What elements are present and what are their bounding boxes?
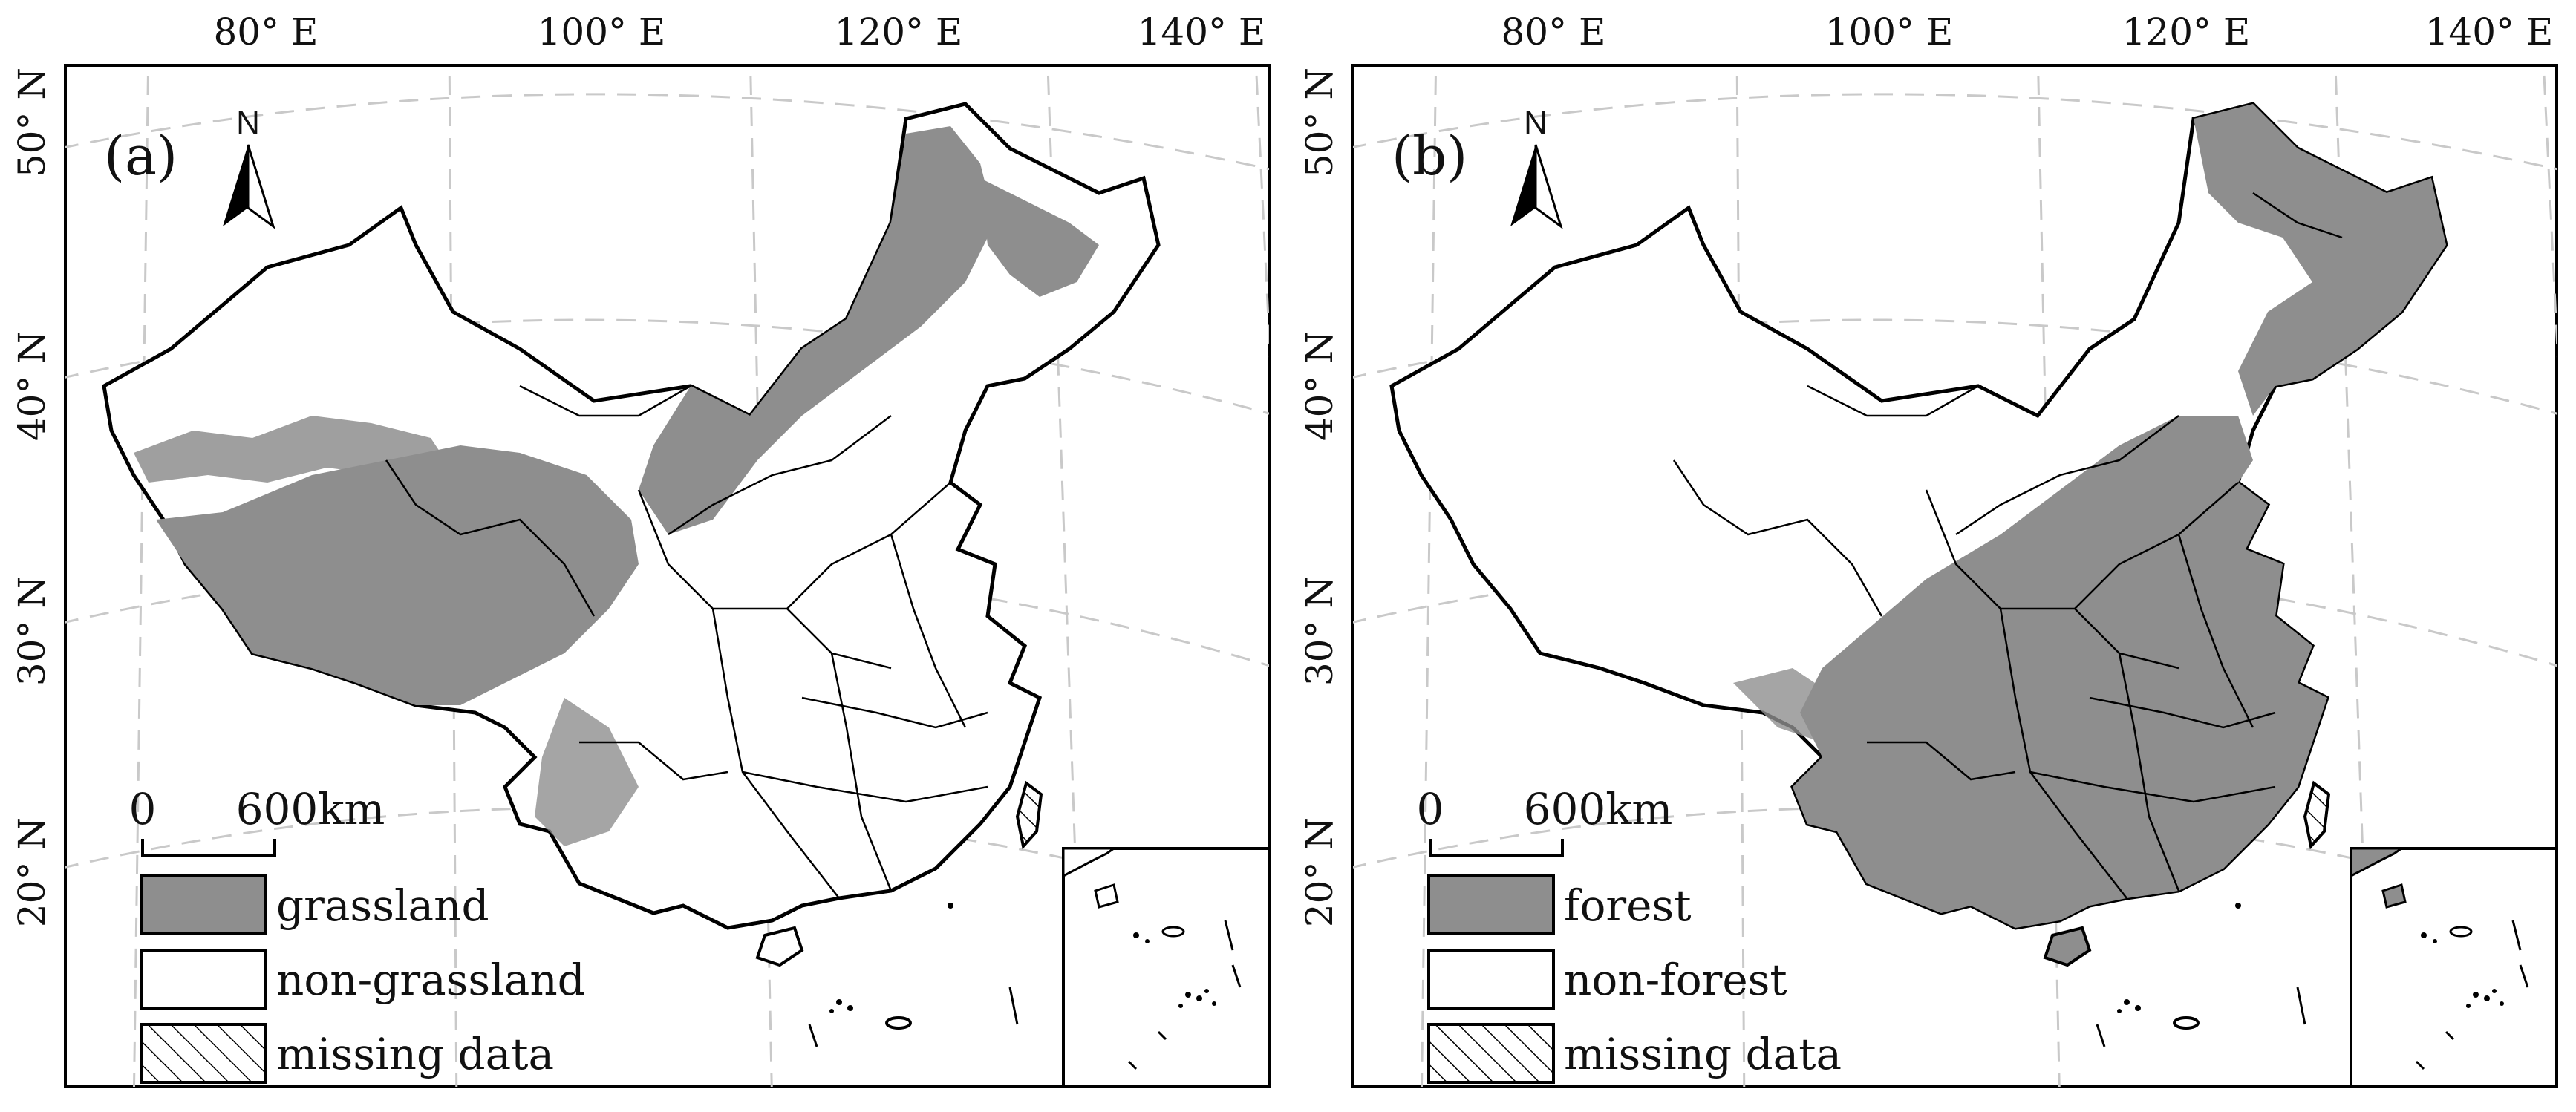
lon-label-140e: 140° E — [1138, 10, 1266, 53]
grassland-patches-xinjiang — [134, 416, 446, 483]
south-china-sea-inset — [1062, 847, 1271, 1088]
china-map — [1389, 102, 2448, 1047]
hainan-island — [755, 926, 804, 967]
legend: forest non-forest missing data — [1427, 874, 1842, 1084]
legend-label-non-class: non-forest — [1564, 955, 1787, 1005]
panel-label: (b) — [1392, 125, 1467, 187]
scale-start: 0 — [129, 784, 157, 834]
scale-start: 0 — [1417, 784, 1444, 834]
grassland-region-northeast — [980, 178, 1099, 297]
north-arrow-icon: N — [1510, 105, 1563, 229]
map-panel-forest: 80° E 100° E 120° E 140° E 50° N 40° N 3… — [1288, 0, 2575, 1112]
forest-region-south — [1793, 416, 2327, 928]
grassland-region-inner-mongolia — [639, 126, 995, 534]
grassland-region-tibet — [156, 445, 639, 705]
taiwan-island — [2303, 780, 2331, 850]
svg-text:N: N — [236, 105, 260, 141]
taiwan-island — [1015, 780, 1043, 850]
scale-end: 600km — [236, 784, 385, 834]
lon-label-80e: 80° E — [1501, 10, 1605, 53]
legend-label-missing: missing data — [1564, 1029, 1842, 1079]
hainan-island — [2043, 926, 2092, 967]
lat-label-50n: 50° N — [10, 68, 53, 177]
legend-swatch-filled — [1427, 874, 1555, 935]
lat-label-20n: 20° N — [10, 817, 53, 927]
lat-label-50n: 50° N — [1298, 68, 1341, 177]
legend-label-non-class: non-grassland — [276, 955, 585, 1005]
north-arrow-icon: N — [223, 105, 275, 229]
legend-swatch-empty — [140, 949, 267, 1010]
lon-label-140e: 140° E — [2425, 10, 2554, 53]
scale-bar: 0 600km — [1417, 784, 1673, 857]
lon-label-120e: 120° E — [835, 10, 963, 53]
lat-label-20n: 20° N — [1298, 817, 1341, 927]
lat-label-40n: 40° N — [10, 331, 53, 441]
lat-label-30n: 30° N — [1298, 576, 1341, 686]
forest-region-northeast — [2194, 104, 2446, 416]
map-panel-grassland: 80° E 100° E 120° E 140° E 50° N 40° N 3… — [10, 10, 1271, 1088]
south-china-sea-inset — [2350, 847, 2558, 1088]
lon-label-100e: 100° E — [1825, 10, 1954, 53]
legend: grassland non-grassland missing data — [140, 874, 585, 1084]
legend-label-class: grassland — [276, 880, 489, 931]
legend-label-missing: missing data — [276, 1029, 554, 1079]
lon-label-100e: 100° E — [538, 10, 666, 53]
lon-label-80e: 80° E — [213, 10, 318, 53]
legend-swatch-empty — [1427, 949, 1555, 1010]
lat-label-40n: 40° N — [1298, 331, 1341, 441]
china-map — [102, 102, 1161, 1047]
legend-swatch-filled — [140, 874, 267, 935]
grassland-patches-southwest — [535, 698, 639, 846]
legend-label-class: forest — [1564, 880, 1692, 931]
svg-text:N: N — [1524, 105, 1548, 141]
legend-swatch-hatched — [140, 1023, 267, 1084]
lat-label-30n: 30° N — [10, 576, 53, 686]
lon-label-120e: 120° E — [2122, 10, 2251, 53]
forest-patches-southwest-edge — [1733, 668, 1837, 742]
panel-label: (a) — [104, 125, 177, 187]
scale-bar: 0 600km — [129, 784, 385, 857]
legend-swatch-hatched — [1427, 1023, 1555, 1084]
scale-end: 600km — [1524, 784, 1673, 834]
